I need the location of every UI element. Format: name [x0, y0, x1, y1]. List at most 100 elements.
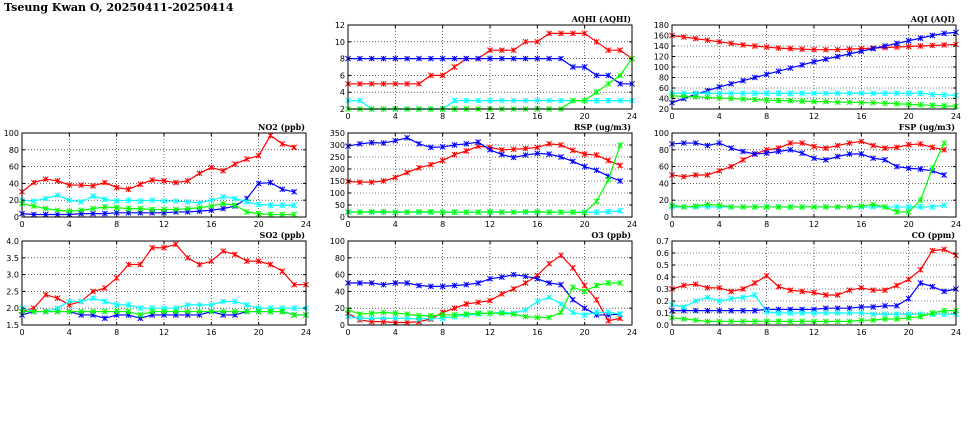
data-point	[716, 90, 723, 97]
data-point	[90, 182, 96, 189]
data-point	[811, 90, 817, 97]
data-point	[617, 80, 624, 87]
data-point	[534, 55, 541, 62]
data-point	[917, 280, 924, 286]
data-point	[196, 301, 203, 308]
data-point	[569, 30, 576, 37]
data-point	[546, 97, 553, 104]
data-point	[941, 246, 948, 253]
x-tick-label: 16	[532, 220, 542, 229]
data-point	[451, 55, 458, 62]
chart-rsp: 0 50 100 150 200 250 300 350 0 4 8 12 16 20 24 RSP (ug/…	[330, 122, 637, 229]
data-point	[172, 198, 179, 204]
y-tick-label: 250	[330, 153, 345, 162]
data-point	[728, 295, 735, 302]
y-tick-label: 20	[659, 196, 669, 205]
series-line	[347, 254, 621, 324]
data-point	[558, 97, 564, 104]
data-point	[279, 186, 286, 193]
data-point	[451, 282, 458, 289]
data-point	[763, 44, 770, 51]
data-point	[427, 283, 434, 290]
data-point	[356, 311, 363, 318]
data-point	[30, 211, 37, 218]
y-tick-label: 3.0	[6, 271, 19, 280]
y-tick-label: 40	[335, 287, 345, 296]
data-point	[799, 288, 806, 295]
data-point	[101, 196, 108, 203]
data-point	[404, 55, 411, 62]
data-point	[404, 80, 411, 87]
data-point	[680, 316, 687, 322]
data-point	[510, 311, 517, 318]
data-point	[704, 294, 711, 301]
data-point	[90, 308, 96, 315]
data-point	[811, 155, 817, 162]
data-point	[451, 311, 458, 318]
data-point	[811, 310, 817, 316]
data-point	[498, 274, 505, 281]
data-point	[356, 209, 363, 216]
data-point	[101, 308, 108, 315]
data-point	[42, 211, 49, 218]
data-point	[846, 203, 853, 210]
data-point	[775, 68, 782, 75]
data-point	[184, 198, 191, 205]
data-point	[208, 197, 215, 204]
y-tick-label: 80	[9, 146, 19, 155]
data-point	[858, 284, 865, 291]
data-point	[858, 151, 865, 157]
data-point	[42, 205, 49, 212]
data-point	[558, 301, 564, 307]
data-point	[427, 312, 434, 319]
data-point	[380, 208, 387, 215]
y-tick-label: 100	[330, 237, 345, 246]
data-point	[243, 308, 250, 315]
data-point	[534, 38, 541, 45]
data-point	[917, 35, 924, 42]
data-point	[581, 151, 588, 158]
y-tick-label: 0.4	[656, 273, 669, 282]
data-point	[799, 203, 806, 210]
data-point	[113, 301, 120, 308]
data-point	[522, 306, 529, 313]
data-point	[498, 310, 505, 317]
x-tick-label: 12	[485, 328, 495, 337]
data-point	[846, 140, 853, 147]
data-point	[392, 315, 399, 322]
x-tick-label: 16	[856, 328, 866, 337]
data-point	[196, 204, 203, 211]
data-point	[692, 281, 699, 288]
data-point	[728, 145, 735, 152]
x-tick-label: 8	[764, 112, 769, 121]
data-point	[716, 95, 723, 101]
data-point	[581, 97, 588, 104]
data-point	[416, 55, 422, 62]
y-tick-label: 60	[659, 163, 669, 172]
data-point	[380, 315, 387, 322]
data-point	[90, 288, 96, 295]
data-point	[822, 90, 829, 97]
data-point	[267, 211, 274, 218]
x-tick-label: 0	[19, 328, 24, 337]
x-tick-label: 4	[717, 328, 722, 337]
data-point	[834, 99, 841, 106]
data-point	[569, 64, 576, 70]
data-point	[498, 97, 505, 104]
data-point	[510, 285, 517, 292]
data-point	[90, 205, 96, 212]
data-point	[870, 304, 877, 310]
data-point	[220, 308, 227, 315]
data-point	[42, 176, 49, 183]
data-point	[569, 209, 576, 216]
data-point	[90, 295, 96, 302]
data-point	[267, 179, 274, 186]
data-point	[775, 97, 782, 104]
data-point	[279, 202, 286, 209]
data-point	[149, 206, 156, 213]
data-point	[751, 280, 758, 286]
series-line	[348, 273, 621, 316]
data-point	[692, 35, 699, 42]
data-point	[581, 282, 588, 289]
